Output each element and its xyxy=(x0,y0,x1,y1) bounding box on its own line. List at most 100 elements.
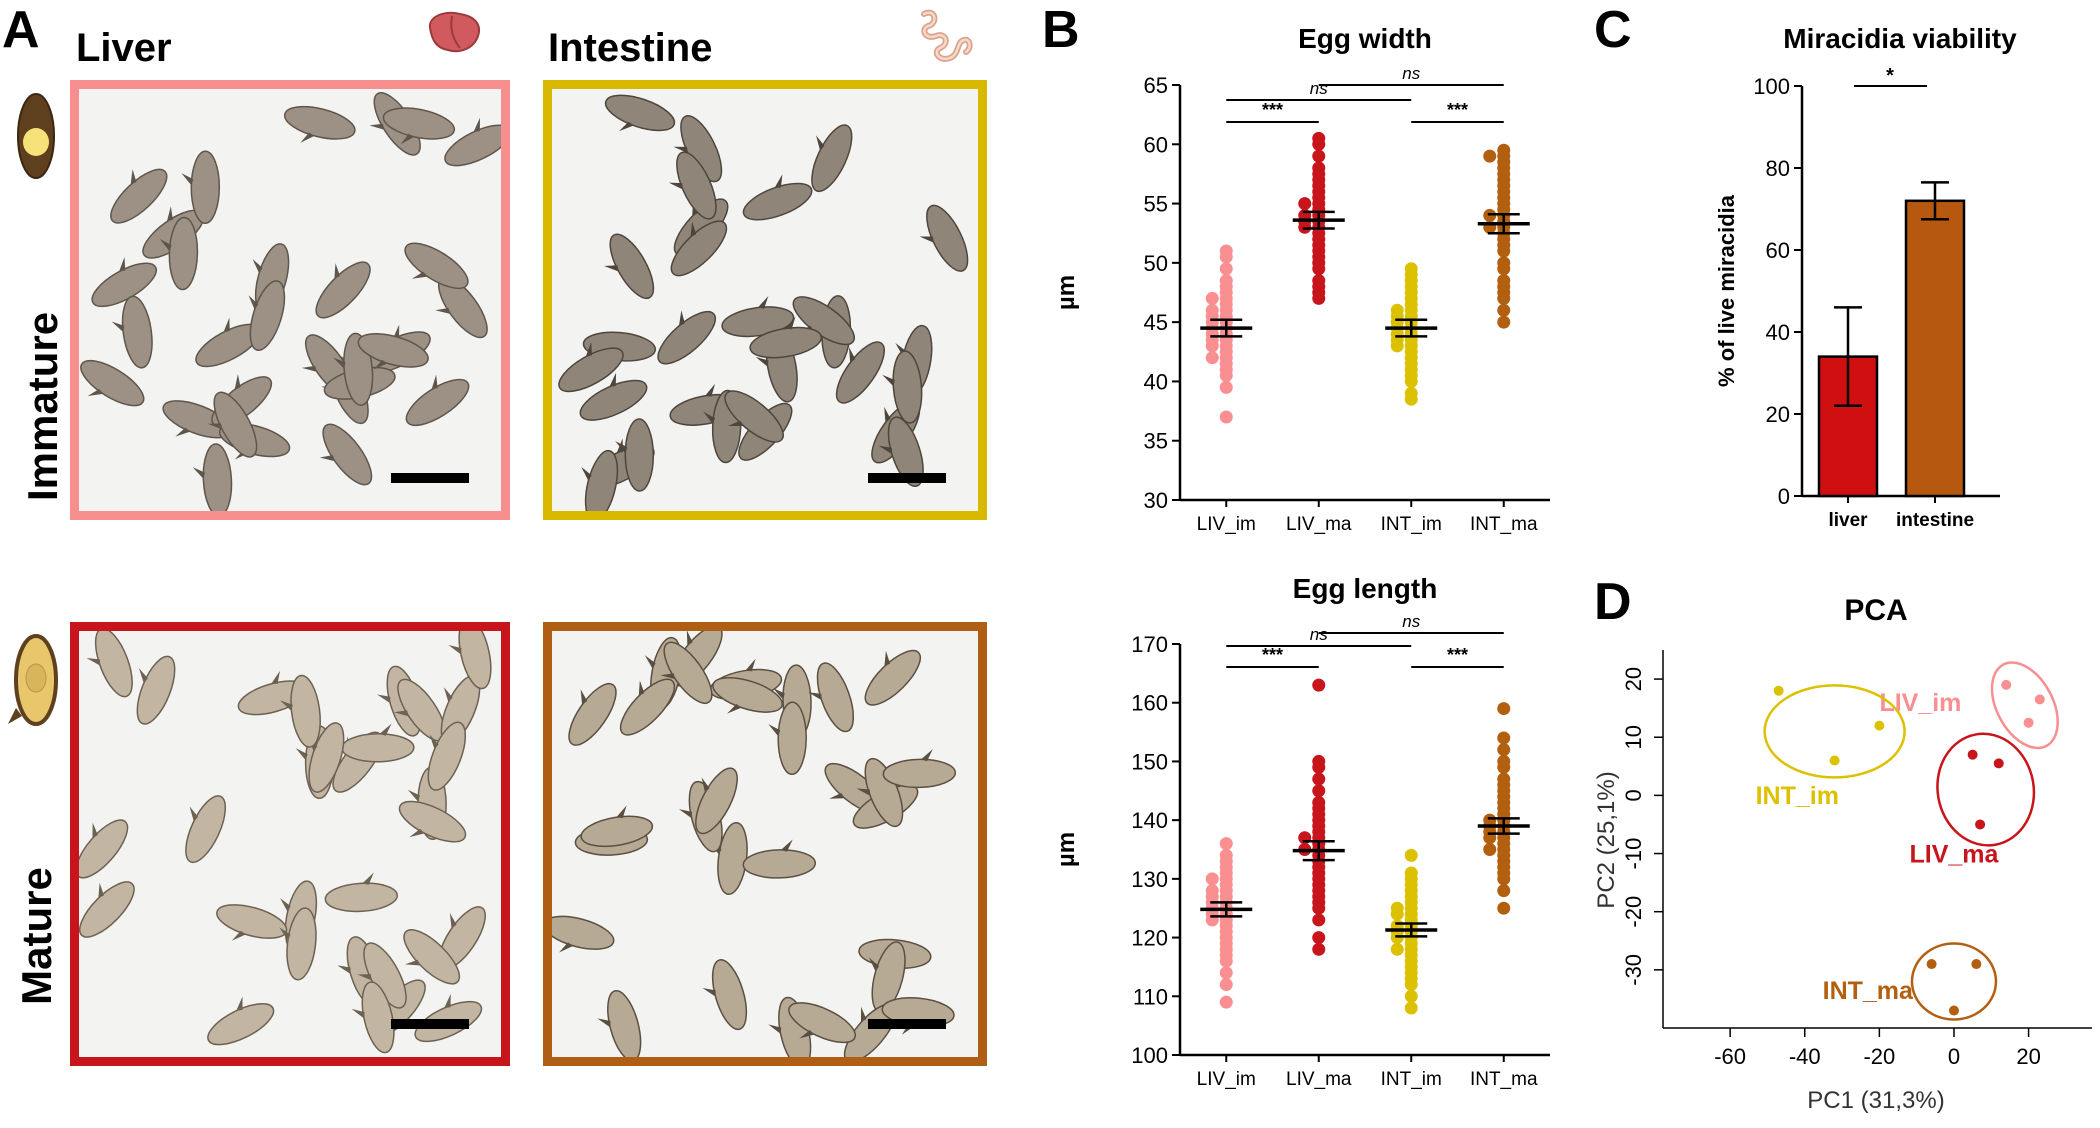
y-axis-label: µm xyxy=(1053,832,1080,867)
data-point xyxy=(1483,813,1497,827)
y-tick-label: -10 xyxy=(1621,838,1646,870)
egg-field xyxy=(79,631,492,1054)
x-tick-label: liver xyxy=(1828,510,1868,531)
series-label: INT_im xyxy=(1756,782,1839,810)
egg xyxy=(86,631,133,698)
y-tick-label: 40 xyxy=(1144,369,1168,394)
chart-title: Egg width xyxy=(1298,23,1432,54)
y-tick-label: 35 xyxy=(1144,429,1168,454)
x-tick-label: 20 xyxy=(2016,1044,2040,1069)
egg xyxy=(724,390,784,443)
miracidia-viability-chart: Miracidia viability % of live miracidia 0 2… xyxy=(1714,23,2017,531)
data-point xyxy=(1497,303,1511,317)
data-point xyxy=(1497,274,1511,288)
scale-bar xyxy=(391,1019,469,1029)
x-tick-label: -60 xyxy=(1714,1044,1746,1069)
egg xyxy=(670,220,728,277)
egg xyxy=(597,989,642,1057)
data-point xyxy=(1926,959,1937,970)
egg xyxy=(111,295,153,369)
y-tick-label: 50 xyxy=(1144,251,1168,276)
y-tick-label: 100 xyxy=(1753,74,1790,99)
data-point xyxy=(1497,143,1511,157)
data-point xyxy=(1967,749,1978,760)
group-ellipse xyxy=(1936,732,2036,847)
egg xyxy=(702,959,748,1031)
chart-title: PCA xyxy=(1844,594,1907,627)
pca-chart: PCA PC1 (31,3%) PC2 (25,1%) -60 -40 -20 0 20 20 1… xyxy=(1593,594,2092,1114)
group-ellipse xyxy=(1763,684,1906,779)
data-point xyxy=(1312,161,1326,175)
egg xyxy=(604,233,655,300)
egg-field xyxy=(80,92,501,511)
egg xyxy=(80,359,145,407)
data-point xyxy=(1219,837,1233,851)
egg xyxy=(919,204,969,272)
egg xyxy=(162,400,232,439)
data-point xyxy=(1993,758,2004,769)
data-point xyxy=(1298,197,1312,211)
data-point xyxy=(1404,866,1418,880)
significance-label: ns xyxy=(1310,79,1328,98)
egg xyxy=(695,767,738,835)
egg xyxy=(749,316,823,359)
egg xyxy=(580,805,654,848)
y-tick-label: 10 xyxy=(1621,725,1646,749)
data-point xyxy=(1497,315,1511,329)
egg xyxy=(181,150,221,225)
data-point xyxy=(1219,380,1233,394)
data-point xyxy=(1219,262,1233,276)
data-point xyxy=(1312,942,1326,956)
egg-width-chart: Egg width µm 30 35 40 45 50 55 60 65 LIV_im LIV_ma I… xyxy=(1053,23,1550,535)
data-point xyxy=(1312,149,1326,163)
data-point xyxy=(1390,901,1404,915)
column-heading-intestine: Intestine xyxy=(548,26,713,70)
data-point xyxy=(1205,303,1219,317)
egg xyxy=(207,391,258,458)
data-point xyxy=(1404,848,1418,862)
data-point xyxy=(2001,679,2012,690)
scale-bar xyxy=(868,1019,946,1029)
y-tick-label: 140 xyxy=(1131,808,1168,833)
egg xyxy=(382,107,456,145)
egg xyxy=(882,350,923,424)
y-tick-label: 110 xyxy=(1133,984,1168,1009)
egg xyxy=(581,449,619,511)
egg xyxy=(351,981,395,1054)
egg xyxy=(324,872,398,913)
x-tick-label: LIV_ma xyxy=(1286,1069,1352,1090)
data-point xyxy=(1219,995,1233,1009)
y-axis-label: PC2 (25,1%) xyxy=(1593,771,1620,908)
egg xyxy=(185,795,227,864)
x-tick-label: 0 xyxy=(1948,1044,1960,1069)
egg xyxy=(712,676,783,714)
significance-label: ns xyxy=(1402,64,1420,83)
data-point xyxy=(1205,872,1219,886)
egg xyxy=(398,800,467,843)
egg xyxy=(79,819,129,879)
egg xyxy=(403,929,461,985)
egg xyxy=(657,310,717,365)
data-point xyxy=(1497,754,1511,768)
y-tick-label: -30 xyxy=(1621,954,1646,986)
x-tick-label: LIV_im xyxy=(1197,1069,1256,1090)
data-point xyxy=(1497,702,1511,716)
x-tick-label: intestine xyxy=(1896,510,1974,531)
egg xyxy=(882,749,957,789)
data-point xyxy=(1312,913,1326,927)
egg xyxy=(195,317,262,368)
data-point xyxy=(1404,262,1418,276)
egg-length-chart: Egg length µm 100 110 120 130 140 150 160 170 LIV_… xyxy=(1053,573,1550,1090)
egg xyxy=(404,242,469,290)
egg xyxy=(742,174,813,221)
egg xyxy=(811,124,853,193)
y-tick-label: 65 xyxy=(1144,73,1168,98)
y-tick-label: 0 xyxy=(1621,789,1646,801)
y-tick-label: 60 xyxy=(1766,238,1790,263)
y-tick-label: 170 xyxy=(1131,632,1168,657)
data-point xyxy=(1971,959,1982,970)
egg xyxy=(604,94,676,132)
micrograph-liver-mature xyxy=(70,622,510,1066)
data-point xyxy=(1312,274,1326,288)
egg xyxy=(721,296,795,338)
